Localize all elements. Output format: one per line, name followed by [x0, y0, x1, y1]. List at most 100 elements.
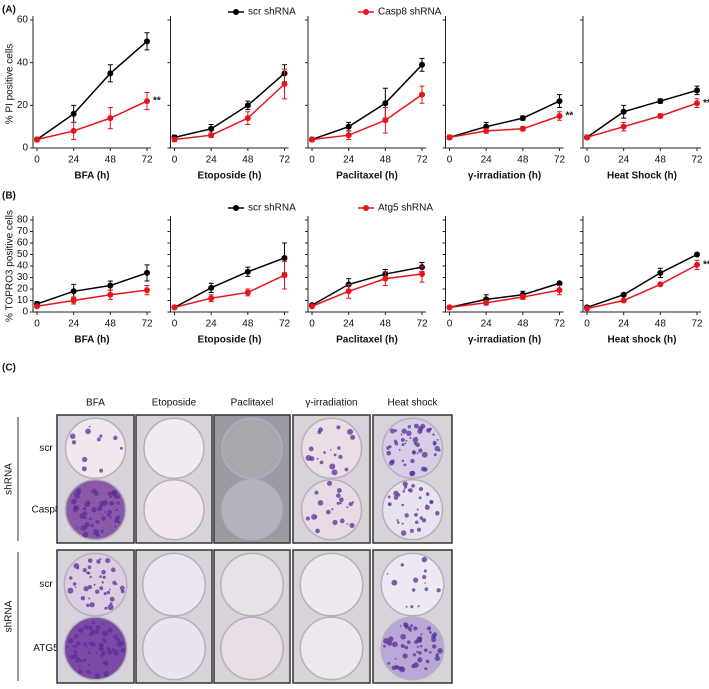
colony	[86, 669, 91, 675]
colony	[318, 427, 323, 433]
colony	[429, 499, 434, 505]
colony	[72, 507, 78, 513]
row-label: ATG5	[33, 643, 59, 654]
colony	[393, 495, 399, 500]
x-tick-label: 72	[416, 319, 428, 330]
data-point	[657, 269, 664, 276]
colony	[72, 582, 77, 586]
colony	[103, 671, 110, 677]
colony	[95, 624, 101, 630]
colony	[105, 663, 108, 667]
data-point	[584, 134, 590, 141]
x-tick-label: 0	[447, 319, 453, 330]
colony	[101, 581, 104, 584]
colony	[67, 587, 74, 594]
colony	[389, 428, 395, 434]
well	[221, 417, 283, 480]
data-point	[345, 123, 352, 130]
colony	[339, 497, 344, 503]
colony	[391, 579, 398, 586]
colony	[403, 463, 407, 467]
colony	[103, 592, 107, 596]
x-tick-label: 24	[206, 319, 218, 330]
colony	[107, 627, 113, 633]
colony	[107, 491, 112, 496]
colony	[109, 494, 113, 499]
colony	[430, 632, 432, 634]
data-point	[657, 113, 664, 119]
colony	[87, 663, 91, 667]
series-line	[311, 64, 423, 141]
x-axis-title: Heat shock (h)	[608, 335, 677, 346]
x-axis-title: BFA (h)	[74, 171, 109, 182]
colony	[413, 423, 419, 429]
colony	[433, 442, 436, 446]
data-point	[107, 291, 114, 298]
colony	[344, 467, 349, 472]
x-tick-label: 24	[618, 319, 630, 330]
data-point	[208, 125, 215, 132]
colony	[102, 575, 106, 579]
column-header: Etoposide	[152, 398, 197, 409]
colony	[422, 574, 427, 580]
colony	[404, 645, 409, 650]
data-point	[446, 304, 453, 311]
colony	[305, 516, 310, 521]
data-point	[144, 98, 150, 105]
colony	[326, 480, 333, 486]
colony	[415, 442, 420, 448]
data-point	[419, 271, 425, 278]
colony	[315, 528, 320, 534]
colony	[76, 526, 79, 529]
colony	[414, 513, 418, 517]
data-point	[584, 305, 590, 312]
colony	[115, 494, 121, 499]
colony	[83, 585, 89, 592]
colony	[95, 652, 99, 655]
x-tick-label: 24	[481, 319, 493, 330]
data-point	[107, 70, 114, 77]
x-tick-label: 72	[279, 155, 291, 166]
colony	[113, 649, 119, 656]
row-label: Casp8	[32, 504, 61, 515]
colony	[81, 456, 88, 463]
data-point	[556, 287, 563, 294]
colony	[424, 667, 428, 671]
x-tick-label: 48	[105, 155, 117, 166]
colony	[73, 649, 78, 654]
series-line	[586, 102, 698, 139]
colony	[76, 567, 79, 570]
colony	[83, 642, 87, 647]
colony	[115, 508, 119, 512]
colony	[386, 450, 392, 456]
colony	[82, 659, 85, 662]
x-tick-label: 48	[655, 319, 667, 330]
colony	[412, 437, 419, 443]
legend-label: Atg5 shRNA	[378, 203, 433, 214]
colony	[415, 436, 418, 439]
data-point	[70, 288, 77, 295]
colony	[88, 625, 93, 630]
colony	[332, 519, 338, 525]
colony	[87, 651, 91, 655]
colony	[432, 433, 435, 436]
colony	[93, 583, 96, 586]
colony	[101, 630, 108, 637]
column-header: γ-irradiation	[305, 398, 357, 409]
colony	[432, 632, 438, 638]
well	[300, 417, 363, 480]
x-axis-title: Etoposide (h)	[198, 171, 262, 182]
colony	[314, 490, 319, 495]
colony	[95, 519, 100, 524]
well	[221, 478, 283, 541]
colony	[308, 446, 314, 452]
colony	[120, 589, 125, 594]
colony	[393, 439, 398, 443]
colony	[336, 501, 340, 505]
colony	[347, 428, 354, 435]
annotation: **	[703, 98, 709, 109]
colony	[88, 425, 91, 428]
data-point	[208, 284, 215, 291]
data-point	[244, 102, 251, 109]
colony	[400, 643, 405, 649]
